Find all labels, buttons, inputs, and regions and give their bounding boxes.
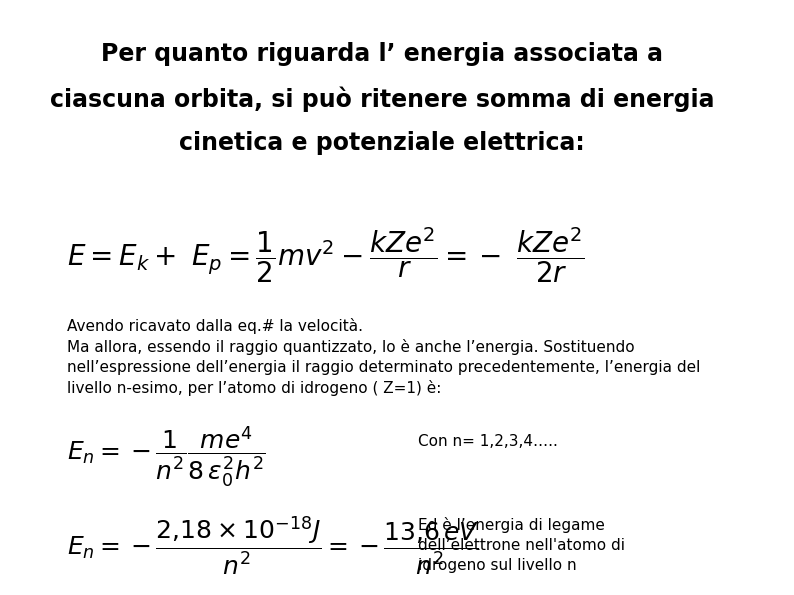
Text: ciascuna orbita, si può ritenere somma di energia: ciascuna orbita, si può ritenere somma d… (49, 86, 714, 112)
Text: $E= E_k+\ E_p= \dfrac{1}{2}mv^2- \dfrac{kZe^2}{r}= -\ \dfrac{kZe^2}{2r}$: $E= E_k+\ E_p= \dfrac{1}{2}mv^2- \dfrac{… (67, 226, 585, 286)
Text: Con n= 1,2,3,4…..: Con n= 1,2,3,4….. (418, 434, 557, 449)
Text: Avendo ricavato dalla eq.# la velocità.
Ma allora, essendo il raggio quantizzato: Avendo ricavato dalla eq.# la velocità. … (67, 318, 701, 396)
Text: cinetica e potenziale elettrica:: cinetica e potenziale elettrica: (179, 131, 584, 155)
Text: Per quanto riguarda l’ energia associata a: Per quanto riguarda l’ energia associata… (101, 42, 663, 65)
Text: Ed è l’energia di legame
dell’elettrone nell'atomo di
idrogeno sul livello n: Ed è l’energia di legame dell’elettrone … (418, 517, 625, 573)
Text: $E_n= -\dfrac{1}{n^2}\dfrac{me^4}{8\,\varepsilon_0^2 h^2}$: $E_n= -\dfrac{1}{n^2}\dfrac{me^4}{8\,\va… (67, 425, 266, 490)
Text: $E_n= -\dfrac{2{,}18\times 10^{-18}J}{n^2}= -\dfrac{13{,}6\,eV}{n^2}$: $E_n= -\dfrac{2{,}18\times 10^{-18}J}{n^… (67, 514, 480, 577)
